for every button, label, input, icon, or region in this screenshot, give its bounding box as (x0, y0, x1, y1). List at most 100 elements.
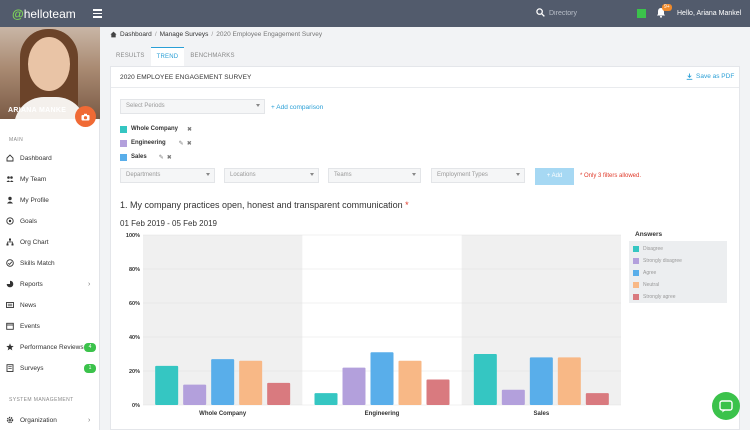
edit-icon[interactable]: ✎ (178, 140, 184, 147)
comparison-item: Whole Company ✖ (120, 124, 195, 134)
employment-types-filter[interactable]: Employment Types (431, 168, 525, 183)
legend-title: Answers (635, 231, 663, 238)
team-icon (6, 176, 14, 182)
y-tick-label: 80% (129, 267, 140, 273)
chevron-down-icon (256, 104, 260, 107)
chevron-down-icon (412, 173, 416, 176)
star-icon (6, 343, 14, 351)
status-indicator[interactable] (637, 9, 646, 18)
search-box[interactable] (536, 7, 628, 20)
sidebar-item-label: Dashboard (20, 154, 52, 162)
legend-item[interactable]: Neutral (633, 280, 659, 289)
bar (473, 354, 497, 405)
panel-title: 2020 EMPLOYEE ENGAGEMENT SURVEY (120, 74, 252, 81)
chevron-right-icon: › (88, 280, 91, 288)
x-tick-label: Sales (533, 411, 549, 417)
filter-warning: * Only 3 filters allowed. (580, 173, 642, 179)
sidebar-item-performance-reviews[interactable]: Performance Reviews 4 (0, 338, 100, 356)
breadcrumb-current: 2020 Employee Engagement Survey (216, 31, 323, 38)
breadcrumb-manage-surveys[interactable]: Manage Surveys (159, 31, 209, 38)
download-icon (686, 73, 693, 80)
bar (211, 359, 235, 405)
bar (398, 360, 422, 405)
chevron-down-icon (310, 173, 314, 176)
home-icon[interactable] (110, 31, 117, 38)
add-filter-button[interactable]: + Add (535, 168, 574, 185)
nav-heading-system: SYSTEM MANAGEMENT (9, 397, 74, 403)
bar (314, 393, 338, 405)
calendar-icon (6, 322, 14, 330)
sidebar-item-organization[interactable]: Organization › (0, 411, 100, 429)
sidebar-item-label: Performance Reviews (20, 343, 84, 351)
gear-icon (6, 416, 14, 424)
select-periods-dropdown[interactable]: Select Periods (120, 99, 265, 114)
sidebar-item-my-profile[interactable]: My Profile (0, 191, 100, 209)
breadcrumb-separator: / (154, 31, 157, 38)
change-photo-button[interactable] (75, 106, 96, 127)
count-badge: 4 (84, 342, 96, 352)
bar (155, 365, 179, 405)
tab-bar: RESULTS TREND BENCHMARKS (110, 47, 241, 66)
bar (426, 379, 450, 405)
tab-results[interactable]: RESULTS (116, 53, 145, 59)
sidebar-item-label: Goals (20, 217, 37, 225)
y-tick-label: 100% (126, 233, 140, 239)
y-tick-label: 60% (129, 301, 140, 307)
goal-icon (6, 217, 14, 225)
sidebar-item-label: Organization (20, 416, 57, 424)
home-icon (6, 154, 14, 162)
remove-icon[interactable]: ✖ (186, 140, 192, 147)
search-input[interactable] (549, 7, 627, 19)
departments-filter[interactable]: Departments (120, 168, 215, 183)
breadcrumb-dashboard[interactable]: Dashboard (120, 31, 152, 38)
teams-filter[interactable]: Teams (328, 168, 421, 183)
color-swatch (120, 153, 127, 161)
legend-item[interactable]: Agree (633, 268, 656, 277)
legend-item[interactable]: Strongly disagree (633, 256, 682, 265)
sidebar-item-dashboard[interactable]: Dashboard (0, 149, 100, 167)
chat-button[interactable] (712, 392, 740, 420)
menu-toggle-icon[interactable] (93, 9, 102, 18)
tab-benchmarks[interactable]: BENCHMARKS (190, 53, 235, 59)
bar (267, 382, 291, 405)
profile-name: ARIANA MANKE (8, 107, 67, 114)
sidebar-item-goals[interactable]: Goals (0, 212, 100, 230)
save-pdf-button[interactable]: Save as PDF (686, 73, 734, 80)
sidebar-item-label: My Profile (20, 196, 49, 204)
tab-trend[interactable]: TREND (150, 47, 185, 66)
app-logo[interactable]: @helloteam (12, 7, 76, 21)
locations-filter[interactable]: Locations (224, 168, 319, 183)
chevron-down-icon (516, 173, 520, 176)
skills-icon (6, 259, 14, 267)
sidebar-item-label: Reports (20, 280, 43, 288)
y-tick-label: 40% (129, 335, 140, 341)
sidebar-item-reports[interactable]: Reports › (0, 275, 100, 293)
remove-icon[interactable]: ✖ (187, 126, 193, 133)
bar-chart: 0% 20% 40% 60% 80% 100% Whole Company Engineeri… (126, 233, 621, 417)
sidebar-item-skills-match[interactable]: Skills Match (0, 254, 100, 272)
breadcrumb-separator: / (211, 31, 214, 38)
chevron-down-icon (206, 173, 210, 176)
camera-icon (81, 113, 90, 120)
edit-icon[interactable]: ✎ (158, 154, 164, 161)
chevron-right-icon: › (88, 416, 91, 424)
news-icon (6, 302, 14, 308)
chat-icon (719, 399, 733, 412)
divider (111, 87, 739, 88)
profile-photo: ARIANA MANKE (0, 27, 100, 119)
comparison-item: Engineering ✎ ✖ (120, 138, 195, 148)
top-bar: @helloteam 9+ Hello, Ariana Mankel (0, 0, 750, 27)
breadcrumb: Dashboard / Manage Surveys / 2020 Employ… (110, 31, 322, 38)
sidebar-item-surveys[interactable]: Surveys 1 (0, 359, 100, 377)
nav-heading-main: MAIN (9, 137, 24, 143)
sidebar-item-news[interactable]: News (0, 296, 100, 314)
sidebar-item-my-team[interactable]: My Team (0, 170, 100, 188)
add-comparison-link[interactable]: + Add comparison (271, 104, 324, 111)
bar (501, 389, 525, 405)
user-menu[interactable]: Hello, Ariana Mankel (677, 10, 742, 17)
remove-icon[interactable]: ✖ (166, 154, 172, 161)
sidebar-item-events[interactable]: Events (0, 317, 100, 335)
sidebar-item-org-chart[interactable]: Org Chart (0, 233, 100, 251)
legend-item[interactable]: Strongly agree (633, 292, 676, 301)
legend-item[interactable]: Disagree (633, 244, 663, 253)
